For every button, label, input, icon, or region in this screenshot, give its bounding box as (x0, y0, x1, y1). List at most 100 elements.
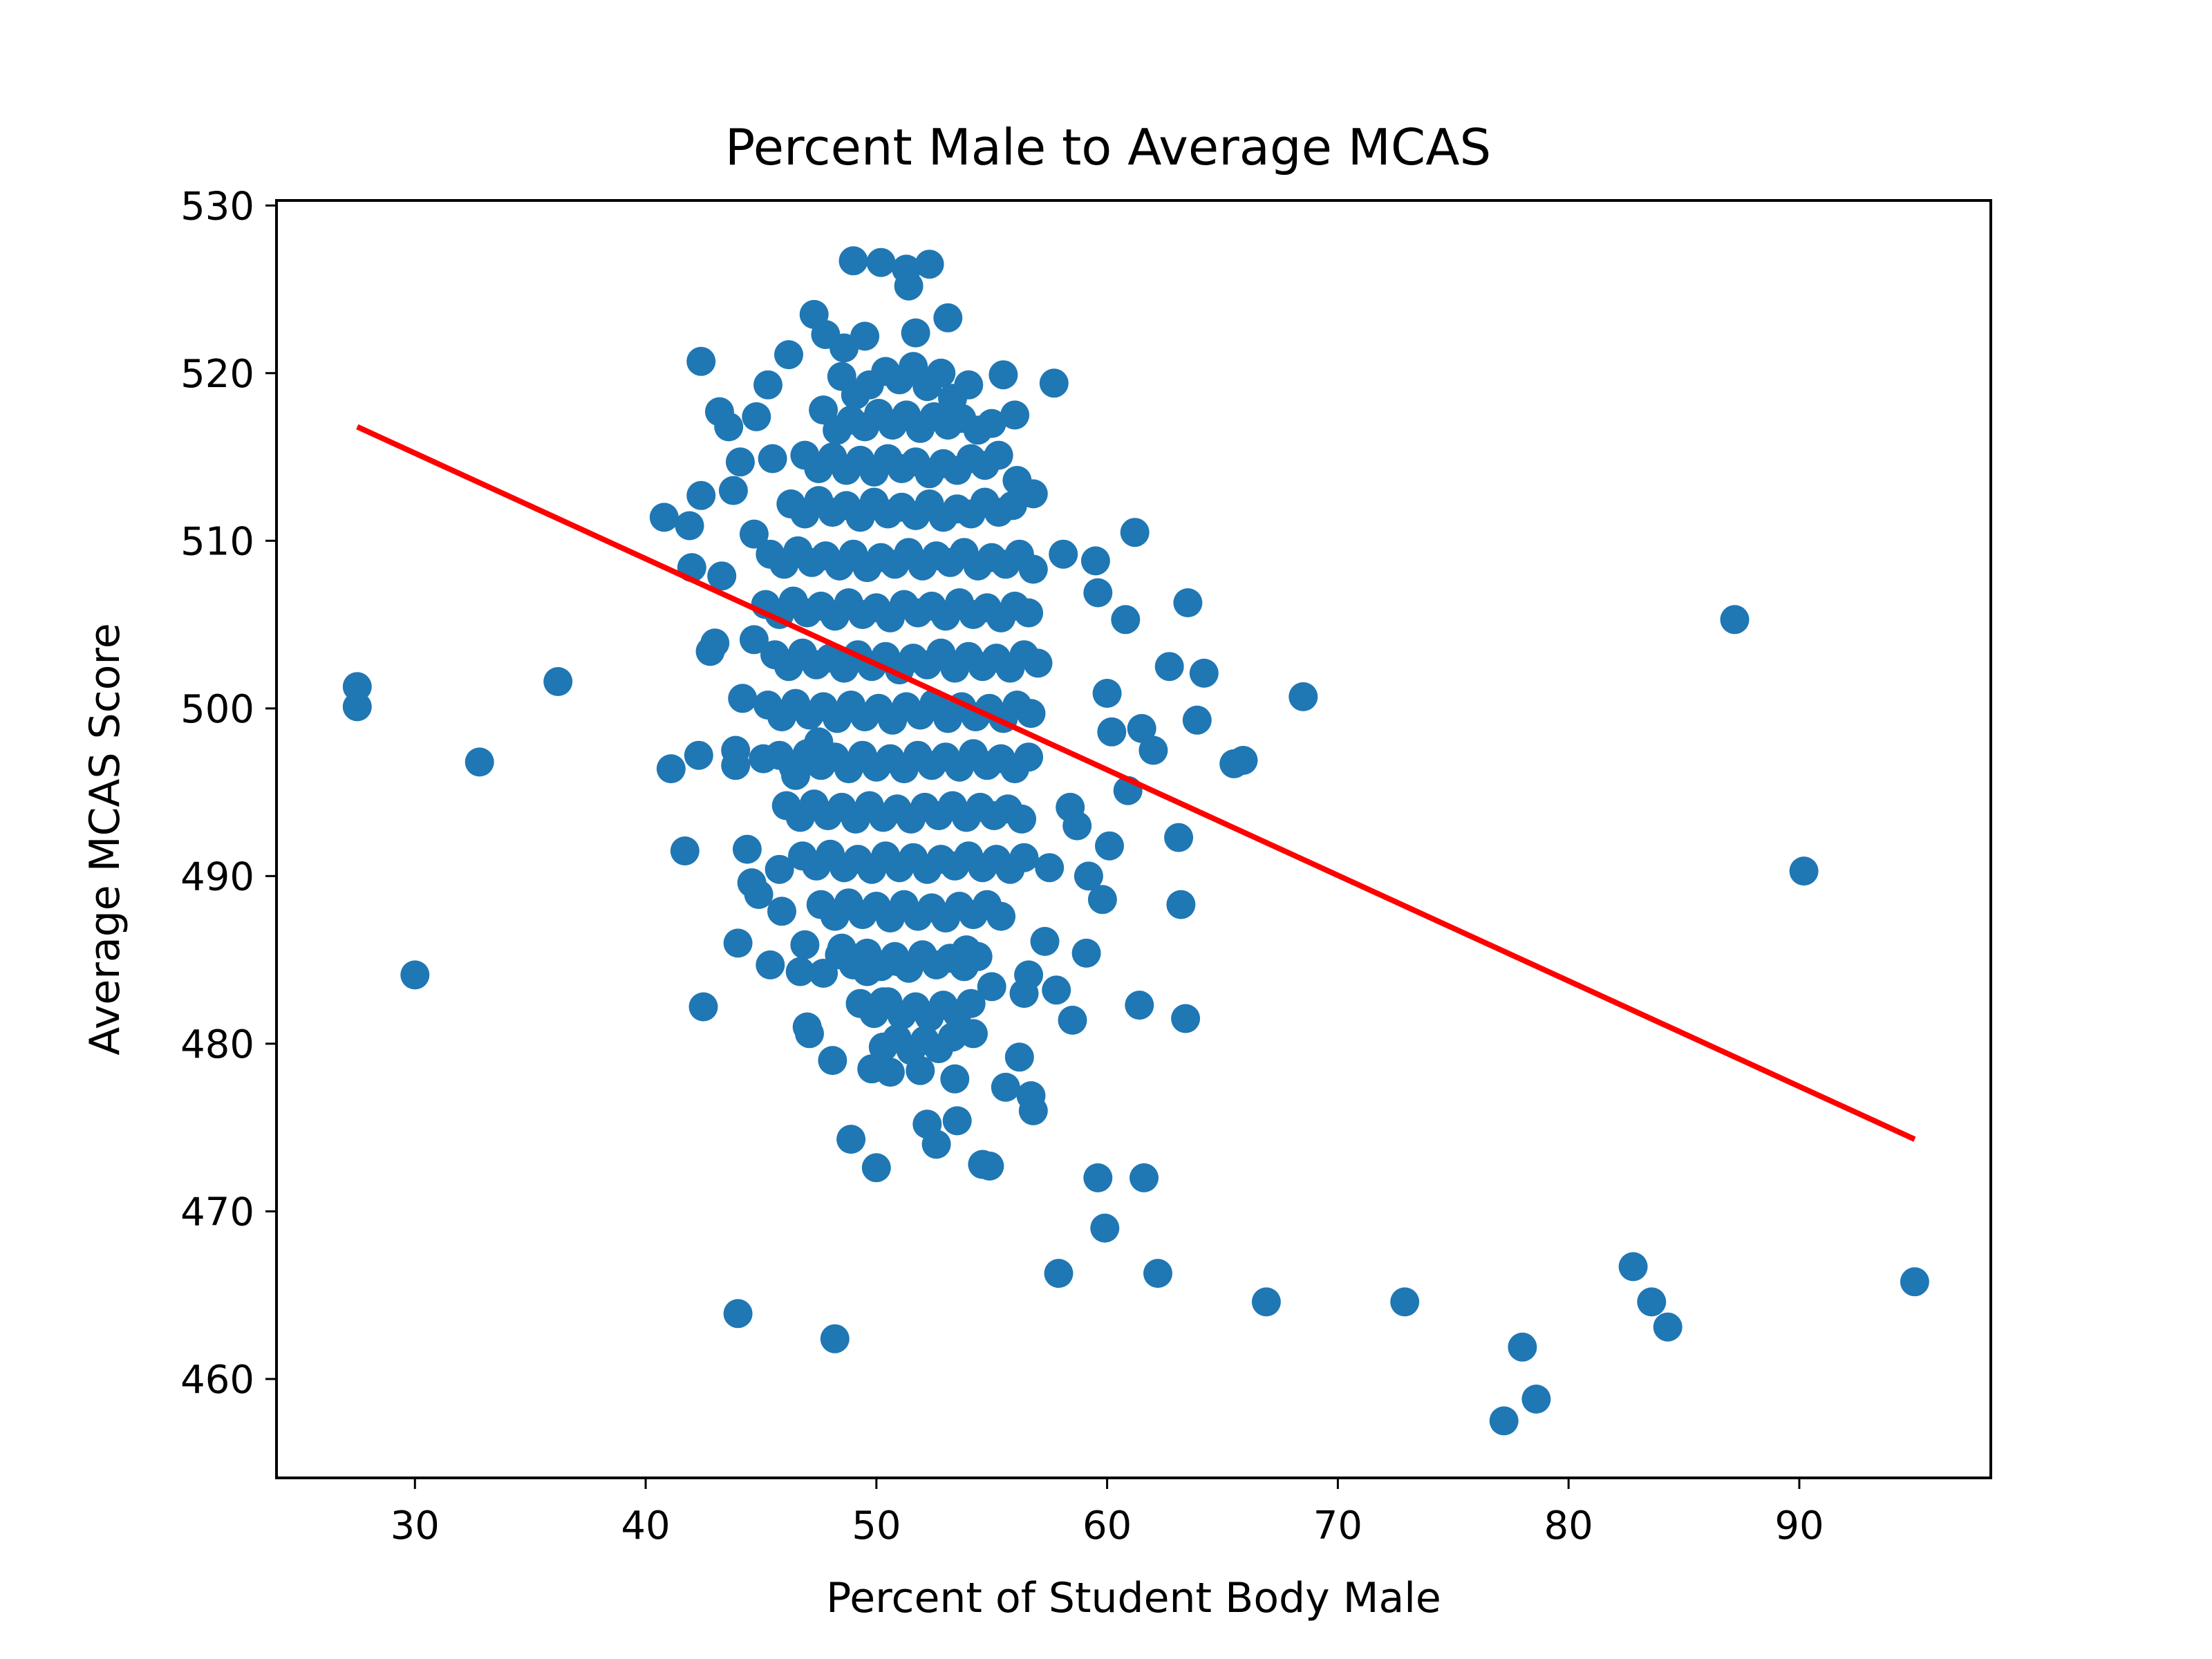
data-point (686, 480, 716, 510)
data-point (1637, 1287, 1667, 1317)
data-point (756, 950, 785, 980)
data-point (758, 444, 787, 474)
data-point (954, 370, 984, 400)
data-point (1080, 546, 1110, 576)
y-axis-label: Average MCAS Score (81, 623, 129, 1055)
data-point (1489, 1406, 1519, 1436)
data-point (1130, 1163, 1159, 1192)
data-point (1090, 1213, 1120, 1243)
data-point (1049, 539, 1078, 569)
data-point (1007, 804, 1037, 834)
y-tick-label: 520 (180, 352, 254, 397)
data-point (739, 625, 769, 655)
data-point (785, 957, 815, 986)
data-point (1058, 1005, 1087, 1035)
data-point (1014, 960, 1044, 990)
data-point (963, 941, 993, 971)
data-point (818, 1046, 847, 1076)
y-tick-label: 530 (180, 184, 254, 229)
x-tick-label: 90 (1774, 1503, 1824, 1548)
y-tick-label: 470 (180, 1190, 254, 1235)
data-point (977, 972, 1006, 1002)
x-tick-label: 40 (621, 1503, 670, 1548)
data-point (725, 447, 755, 477)
data-point (820, 1324, 850, 1353)
data-point (986, 901, 1016, 931)
data-point (767, 897, 796, 926)
data-point (1173, 588, 1203, 617)
data-point (774, 340, 803, 370)
data-point (1390, 1287, 1420, 1317)
data-point (739, 519, 769, 549)
data-point (1164, 823, 1194, 852)
data-point (670, 836, 700, 865)
data-point (988, 360, 1018, 390)
data-point (675, 511, 704, 541)
data-point (742, 402, 771, 431)
data-point (1023, 648, 1053, 678)
data-point (1030, 926, 1060, 956)
data-point (838, 246, 868, 276)
data-point (465, 747, 494, 777)
data-point (1083, 578, 1113, 608)
data-point (1097, 717, 1127, 747)
data-point (1000, 400, 1030, 430)
data-point (684, 740, 713, 770)
data-point (400, 960, 430, 990)
data-point (977, 409, 1006, 438)
data-point (1016, 699, 1046, 729)
data-point (836, 1125, 866, 1154)
data-point (1618, 1252, 1648, 1282)
data-point (707, 561, 737, 591)
data-point (1083, 1163, 1113, 1192)
y-tick-label: 490 (180, 854, 254, 899)
data-point (728, 684, 758, 713)
plot-frame (275, 199, 1992, 1479)
data-point (1127, 713, 1156, 743)
data-point (700, 628, 730, 658)
data-point (1014, 598, 1044, 628)
data-point (1009, 843, 1039, 872)
data-point (861, 1153, 891, 1183)
data-point (940, 1064, 970, 1094)
data-point (1182, 705, 1212, 735)
data-point (723, 1299, 753, 1329)
data-point (1138, 735, 1168, 765)
data-point (718, 476, 748, 505)
data-point (1166, 890, 1196, 919)
data-point (1062, 811, 1092, 841)
x-axis-label: Percent of Student Body Male (826, 1574, 1441, 1622)
data-point (649, 503, 679, 532)
x-tick-label: 60 (1082, 1503, 1132, 1548)
data-point (1228, 746, 1258, 775)
data-point (1120, 518, 1150, 547)
x-tick-label: 80 (1544, 1503, 1593, 1548)
data-point (1092, 679, 1122, 708)
data-point (744, 880, 774, 909)
data-point (1288, 682, 1318, 711)
data-point (991, 1072, 1020, 1102)
data-point (1143, 1259, 1172, 1288)
data-point (915, 250, 944, 279)
y-tick-label: 460 (180, 1358, 254, 1403)
data-point (1044, 1259, 1074, 1288)
data-point (926, 358, 956, 388)
x-tick-label: 30 (391, 1503, 440, 1548)
data-point (921, 1130, 951, 1159)
data-point (1521, 1385, 1551, 1414)
data-point (875, 1058, 905, 1087)
data-point (1508, 1332, 1537, 1362)
data-point (1095, 831, 1124, 861)
data-point (1018, 1096, 1048, 1125)
y-tick-label: 510 (180, 519, 254, 564)
data-point (1720, 605, 1750, 635)
data-point (721, 751, 751, 780)
data-point (795, 1019, 824, 1049)
data-point (765, 854, 794, 884)
data-point (933, 303, 963, 332)
plot-area (342, 246, 1929, 1436)
x-tick-label: 70 (1313, 1503, 1362, 1548)
data-point (866, 247, 896, 277)
data-point (1789, 856, 1819, 886)
